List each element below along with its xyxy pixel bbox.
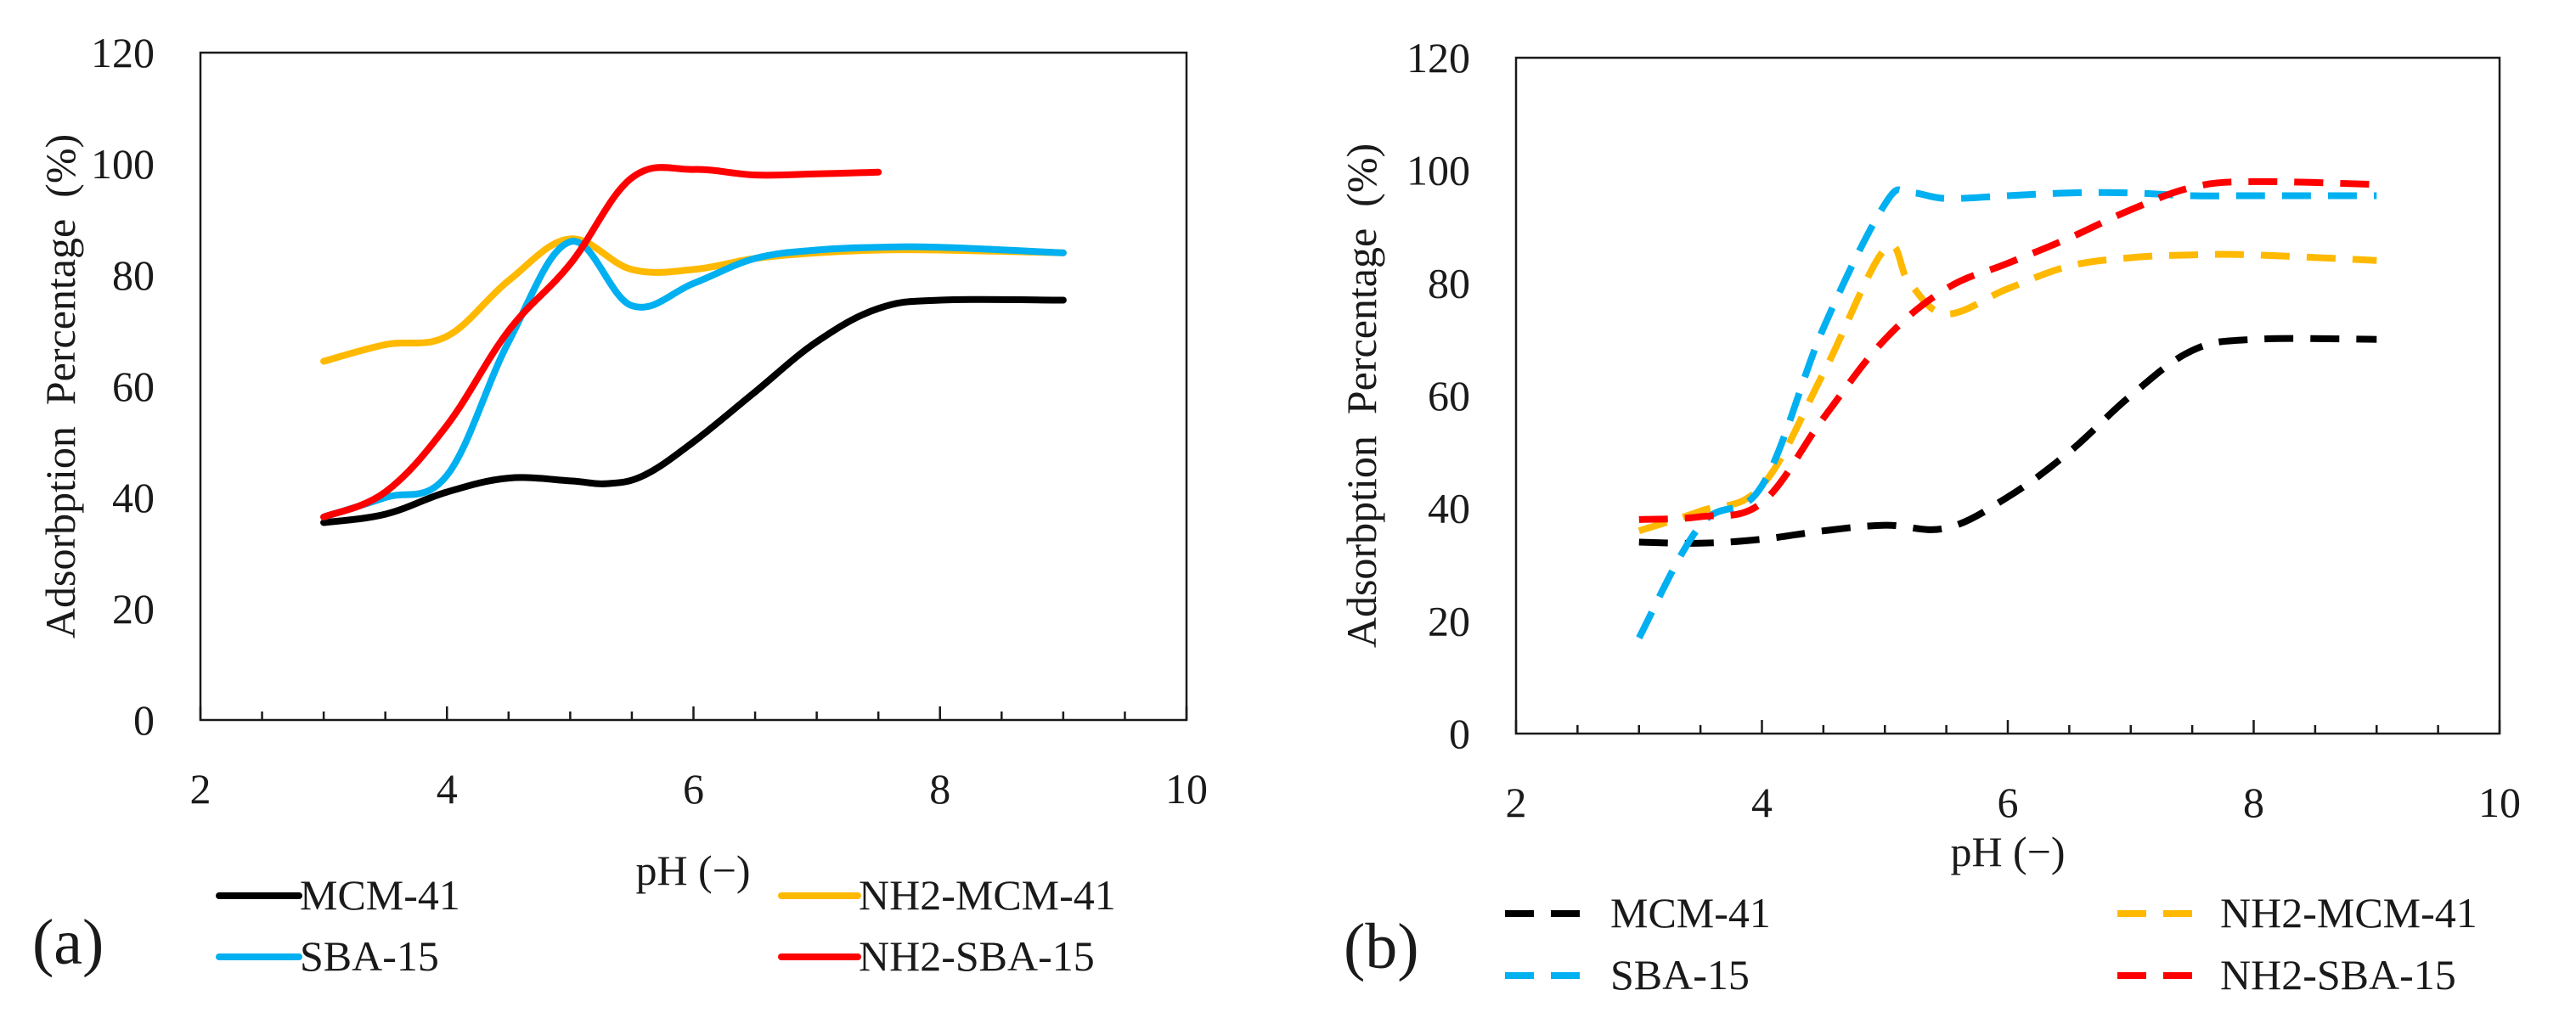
x-tick-label: 10 bbox=[1165, 765, 1208, 813]
legend-label: MCM-41 bbox=[1610, 889, 1771, 937]
y-tick-label: 40 bbox=[112, 474, 155, 521]
x-tick-label: 8 bbox=[929, 765, 950, 813]
series-line-nh2-mcm-41 bbox=[1637, 241, 2377, 535]
series-line-sba-15 bbox=[320, 238, 1067, 520]
x-tick-label: 4 bbox=[1751, 779, 1773, 826]
y-tick-label: 0 bbox=[1449, 710, 1470, 757]
y-tick-label: 20 bbox=[112, 585, 155, 633]
series-line-mcm-41 bbox=[320, 295, 1067, 526]
legend-label: NH2-MCM-41 bbox=[859, 871, 1116, 919]
panel-label: (b) bbox=[1344, 911, 1419, 982]
y-tick-label: 20 bbox=[1428, 597, 1470, 644]
x-tick-label: 6 bbox=[1998, 779, 2019, 826]
series-line-nh2-sba-15 bbox=[320, 164, 882, 520]
series-line-nh2-sba-15 bbox=[1638, 177, 2377, 523]
y-tick-label: 80 bbox=[112, 251, 155, 299]
y-tick-label: 80 bbox=[1428, 259, 1470, 307]
y-tick-label: 60 bbox=[112, 363, 155, 410]
y-tick-label: 120 bbox=[1406, 34, 1470, 82]
y-axis-title: Adsorbption Percentage (%) bbox=[37, 134, 84, 638]
x-tick-label: 2 bbox=[190, 765, 211, 813]
x-axis-title: pH (−) bbox=[635, 847, 750, 894]
x-tick-label: 2 bbox=[1506, 779, 1527, 826]
legend-label: SBA-15 bbox=[1610, 951, 1750, 998]
y-axis-title: Adsorbption Percentage (%) bbox=[1338, 143, 1385, 648]
x-tick-label: 10 bbox=[2478, 779, 2521, 826]
y-tick-label: 120 bbox=[91, 29, 155, 76]
legend-label: NH2-MCM-41 bbox=[2220, 889, 2477, 937]
y-tick-label: 100 bbox=[91, 140, 155, 188]
x-axis-title: pH (−) bbox=[1950, 828, 2065, 875]
legend-label: MCM-41 bbox=[300, 871, 460, 919]
legend-label: NH2-SBA-15 bbox=[859, 932, 1095, 980]
y-tick-label: 100 bbox=[1406, 147, 1470, 194]
x-tick-label: 8 bbox=[2243, 779, 2264, 826]
panel-label: (a) bbox=[32, 907, 104, 978]
x-tick-label: 4 bbox=[437, 765, 458, 813]
y-tick-label: 60 bbox=[1428, 372, 1470, 419]
legend-label: SBA-15 bbox=[300, 932, 439, 980]
y-tick-label: 40 bbox=[1428, 485, 1470, 532]
y-tick-label: 0 bbox=[133, 696, 155, 744]
legend-label: NH2-SBA-15 bbox=[2220, 951, 2456, 998]
x-tick-label: 6 bbox=[683, 765, 704, 813]
series-line-sba-15 bbox=[1636, 186, 2377, 640]
